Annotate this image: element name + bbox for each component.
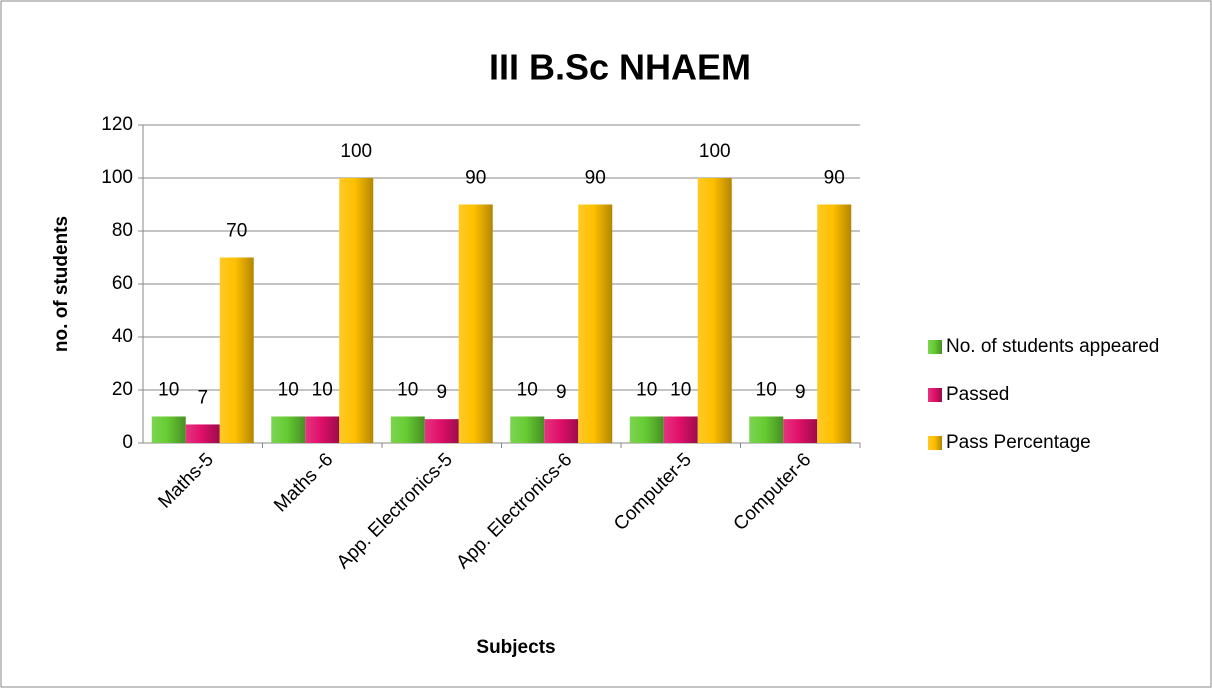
data-label: 10 (278, 380, 299, 401)
data-label: 10 (636, 380, 657, 401)
data-label: 10 (756, 380, 777, 401)
data-label: 10 (158, 380, 179, 401)
bar (817, 204, 852, 443)
bar (783, 419, 818, 443)
bar (697, 178, 732, 443)
legend-label: Pass Percentage (946, 432, 1091, 453)
y-axis-title: no. of students (51, 216, 72, 352)
bar (749, 416, 784, 443)
bar (663, 416, 698, 443)
data-label: 10 (517, 380, 538, 401)
chart-title: III B.Sc NHAEM (489, 47, 751, 88)
bar (390, 416, 425, 443)
bar (151, 416, 186, 443)
legend-label: Passed (946, 384, 1009, 405)
bar (219, 257, 254, 443)
data-label: 90 (824, 168, 845, 189)
data-label: 70 (226, 221, 247, 242)
data-label: 100 (340, 141, 372, 162)
data-label: 90 (465, 168, 486, 189)
bar (629, 416, 664, 443)
bar (424, 419, 459, 443)
y-tick-label: 120 (101, 114, 133, 135)
y-tick-label: 80 (112, 220, 133, 241)
bar (578, 204, 613, 443)
bar (185, 424, 220, 443)
data-label: 9 (795, 382, 806, 403)
y-tick-label: 20 (112, 379, 133, 400)
data-label: 10 (397, 380, 418, 401)
legend-label: No. of students appeared (946, 336, 1159, 357)
legend-swatch (928, 436, 942, 450)
x-axis-title: Subjects (476, 637, 555, 658)
bar (544, 419, 579, 443)
data-label: 90 (585, 168, 606, 189)
data-label: 9 (436, 382, 447, 403)
data-label: 9 (556, 382, 567, 403)
y-tick-label: 40 (112, 326, 133, 347)
y-tick-label: 60 (112, 273, 133, 294)
bar (339, 178, 374, 443)
bar (271, 416, 306, 443)
bar (305, 416, 340, 443)
data-label: 100 (699, 141, 731, 162)
legend-swatch (928, 340, 942, 354)
data-label: 10 (312, 380, 333, 401)
legend-swatch (928, 388, 942, 402)
data-label: 10 (670, 380, 691, 401)
y-tick-label: 100 (101, 167, 133, 188)
data-label: 7 (197, 387, 208, 408)
bar (458, 204, 493, 443)
y-tick-label: 0 (122, 432, 133, 453)
bar (510, 416, 545, 443)
